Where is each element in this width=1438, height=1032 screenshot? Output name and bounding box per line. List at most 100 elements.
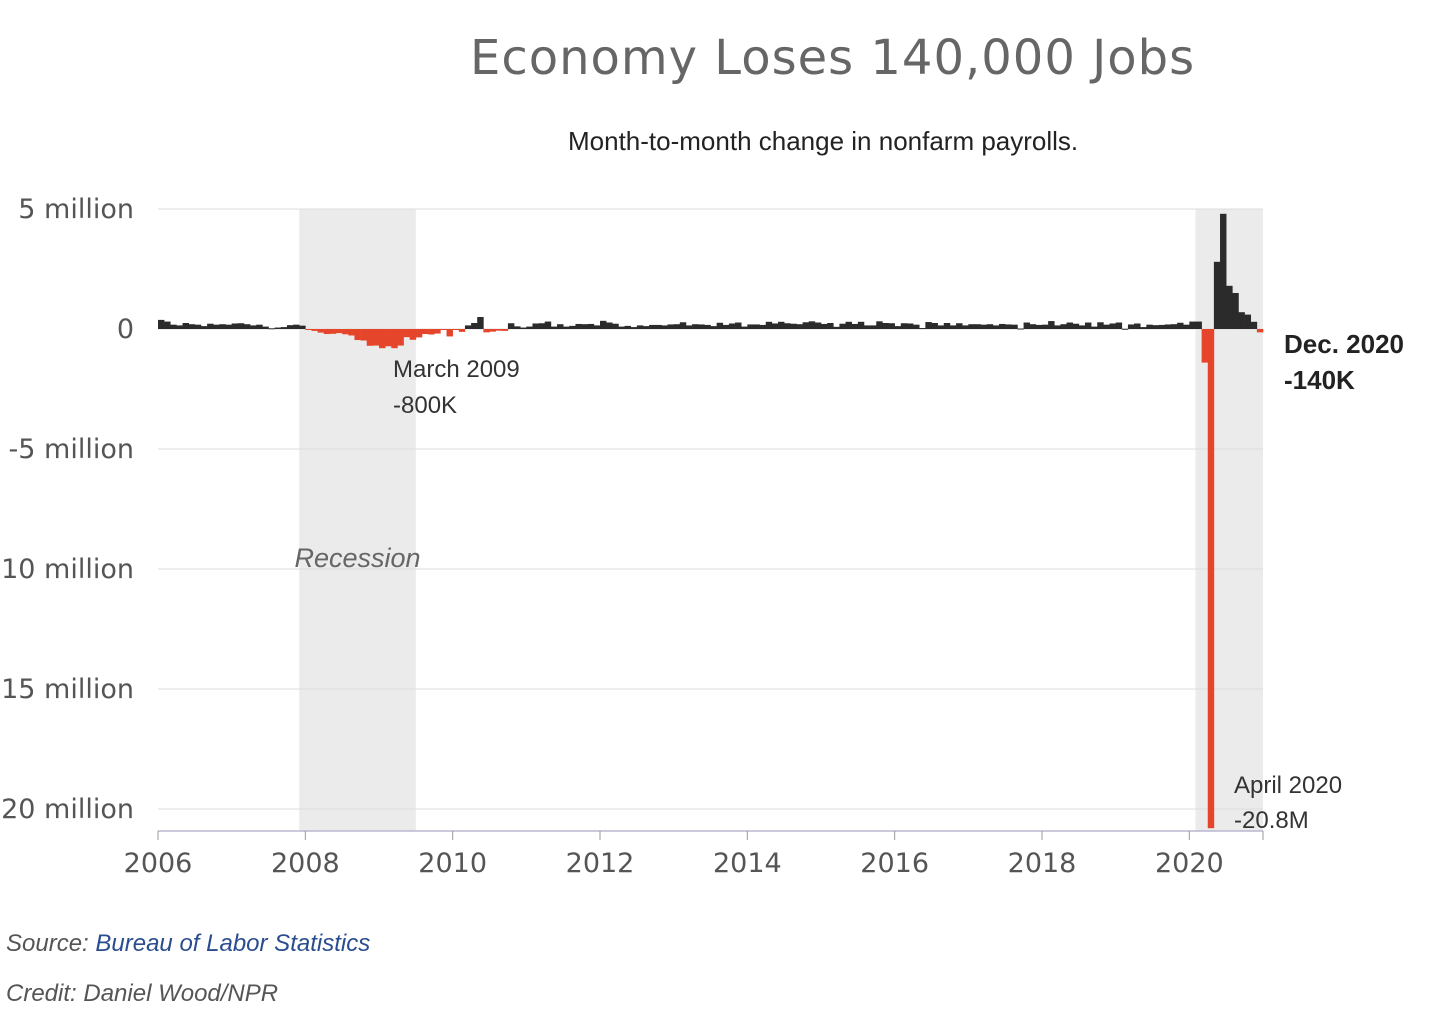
source-note: Source: Bureau of Labor Statistics — [6, 930, 370, 958]
bar — [710, 326, 717, 329]
bar — [569, 325, 576, 329]
bar — [1220, 213, 1227, 329]
bar — [397, 329, 404, 346]
chart-subtitle: Month-to-month change in nonfarm payroll… — [568, 126, 1079, 156]
bar — [305, 329, 312, 330]
bar — [385, 329, 392, 347]
bar — [293, 324, 300, 329]
bar — [876, 321, 883, 329]
bar — [1213, 261, 1221, 329]
bar — [1164, 324, 1172, 329]
bar — [268, 328, 275, 330]
source-prefix: Source: — [6, 930, 96, 957]
bar — [649, 324, 656, 329]
bar — [1115, 322, 1123, 329]
bar — [1017, 328, 1024, 330]
bar — [317, 329, 325, 333]
bar — [1146, 324, 1153, 329]
bar — [667, 324, 674, 329]
y-tick-label: 10 million — [1, 554, 134, 585]
bar — [747, 324, 754, 329]
bar — [821, 323, 828, 329]
bar — [1023, 322, 1031, 329]
bar — [1140, 327, 1147, 329]
source-link[interactable]: Bureau of Labor Statistics — [95, 930, 371, 957]
bar — [796, 324, 803, 329]
bar — [471, 323, 478, 329]
recession-bands: Recession — [294, 209, 1263, 831]
recession-label: Recession — [294, 543, 420, 573]
bar — [170, 324, 177, 329]
bar — [495, 329, 503, 331]
bar — [716, 322, 724, 329]
bar — [802, 322, 810, 329]
bar — [784, 323, 791, 329]
bar — [501, 329, 509, 331]
bar — [544, 321, 552, 329]
bar — [1084, 322, 1092, 329]
x-tick-label: 2018 — [1008, 848, 1077, 879]
bar — [286, 325, 294, 329]
bar — [704, 324, 711, 329]
bar — [262, 326, 269, 329]
bar — [194, 324, 202, 329]
bar — [1226, 285, 1233, 329]
bar — [931, 323, 938, 329]
bar — [808, 321, 816, 329]
bar — [200, 326, 208, 329]
bar — [1201, 329, 1209, 363]
bar — [863, 325, 871, 329]
bar — [391, 329, 398, 349]
bar — [550, 326, 558, 329]
bar — [557, 324, 564, 329]
bar — [526, 326, 533, 329]
bar — [1207, 329, 1215, 829]
bar — [833, 326, 840, 329]
bar — [673, 324, 681, 329]
x-tick-label: 2010 — [418, 848, 487, 879]
bar — [1066, 322, 1073, 329]
bar — [1029, 324, 1037, 329]
bar — [771, 323, 779, 329]
axes: 2006 2008 2010 2012 2014 2016 2018 2020 — [124, 830, 1264, 879]
bar — [1134, 323, 1141, 329]
bar — [213, 324, 220, 329]
bar — [827, 323, 834, 329]
bar — [894, 326, 902, 329]
bar — [428, 329, 435, 335]
bar — [1054, 325, 1061, 329]
bar — [311, 329, 318, 331]
bar — [483, 329, 490, 333]
bar — [421, 329, 429, 335]
bar — [379, 329, 386, 349]
bar — [618, 326, 625, 329]
bar — [1109, 323, 1116, 329]
bar — [980, 324, 988, 329]
bar — [661, 325, 668, 329]
bar — [1170, 324, 1178, 329]
bar — [1127, 324, 1135, 329]
bar — [685, 325, 693, 329]
bar — [458, 329, 466, 332]
y-tick-label: 20 million — [1, 794, 134, 825]
annotation-label: April 2020 — [1234, 772, 1342, 799]
bar — [882, 323, 889, 329]
bar — [765, 321, 773, 329]
bar — [299, 325, 306, 329]
bar — [741, 326, 748, 329]
bar — [158, 319, 165, 329]
bar — [655, 324, 662, 329]
bar — [323, 329, 331, 335]
bar — [600, 320, 607, 329]
y-tick-label: 5 million — [18, 194, 134, 225]
bar — [563, 326, 570, 329]
bar — [1152, 325, 1159, 329]
bar — [913, 324, 920, 329]
bars — [158, 213, 1264, 829]
bar — [999, 323, 1006, 329]
y-tick-label: 15 million — [1, 674, 134, 705]
bar — [342, 329, 349, 335]
bar — [1097, 322, 1104, 329]
bar — [1183, 324, 1190, 329]
